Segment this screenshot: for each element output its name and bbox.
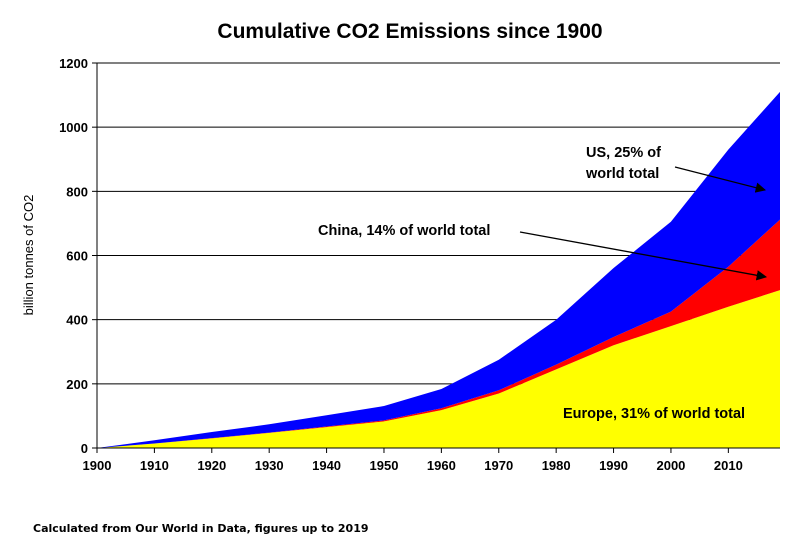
y-tick-labels: 0 200 400 600 800 1000 1200 [59,56,88,456]
y-tick-label-800: 800 [66,184,88,199]
arrow-us [674,166,767,193]
x-tick-label-1990: 1990 [599,458,628,473]
area-us [97,91,780,449]
x-tick-labels: 1900 1910 1920 1930 1940 1950 1960 1970 1980 1990… [83,458,743,473]
y-axis-label: billion tonnes of CO2 [21,195,36,316]
x-tick-label-1930: 1930 [255,458,284,473]
x-tick-label-1970: 1970 [484,458,513,473]
annotation-europe: Europe, 31% of world total [563,406,745,422]
arrow-china [519,231,768,281]
chart-title: Cumulative CO2 Emissions since 1900 [217,20,602,43]
x-tick-label-1900: 1900 [83,458,112,473]
x-tick-label-2010: 2010 [714,458,743,473]
y-tick-label-1000: 1000 [59,120,88,135]
x-tick-label-1940: 1940 [312,458,341,473]
x-tick-label-1920: 1920 [197,458,226,473]
plot-areas [97,91,780,449]
annotation-china: China, 14% of world total [318,223,490,239]
source-note: Calculated from Our World in Data, figur… [33,522,369,535]
y-tick-label-1200: 1200 [59,56,88,71]
x-tick-label-2000: 2000 [656,458,685,473]
annotation-us: US, 25% of world total [585,145,661,182]
y-tick-label-200: 200 [66,377,88,392]
x-tick-label-1960: 1960 [427,458,456,473]
area-europe [97,290,780,448]
y-tick-label-600: 600 [66,249,88,264]
x-tick-label-1980: 1980 [542,458,571,473]
x-tick-label-1910: 1910 [140,458,169,473]
area-china [97,219,780,448]
axes [92,62,780,453]
x-tick-label-1950: 1950 [370,458,399,473]
annotations: US, 25% of world total China, 14% of world… [318,145,768,422]
y-tick-label-0: 0 [81,441,88,456]
y-tick-label-400: 400 [66,313,88,328]
